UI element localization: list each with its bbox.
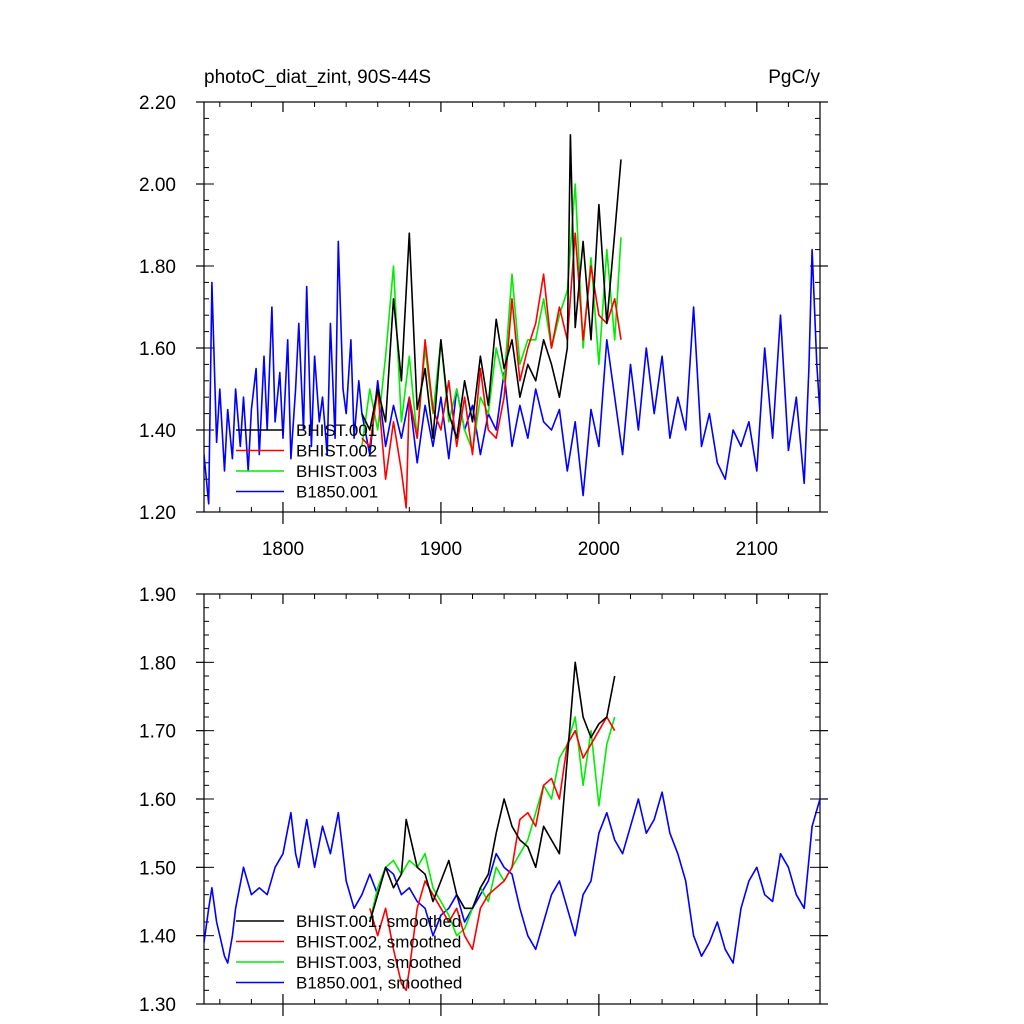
top-series-line-b1850-001 [204,240,820,505]
top-legend-label-bhist-001: BHIST.001 [296,421,377,440]
bottom-legend-label-bhist-002-smoothed: BHIST.002, smoothed [296,933,461,952]
bottom-y-tick-label: 1.40 [139,927,176,948]
bottom-y-tick-label: 1.30 [139,995,176,1016]
top-plot-title: photoC_diat_zint, 90S-44S [204,67,431,88]
top-series-line-bhist-001 [361,134,622,440]
top-series-group [204,134,820,509]
bottom-y-tick-label: 1.70 [139,722,176,743]
top-x-tick-label: 2100 [736,539,778,560]
bottom-legend-label-bhist-001-smoothed: BHIST.001, smoothed [296,912,461,931]
top-y-tick-label: 2.20 [139,93,176,114]
bottom-plot: 1.30 1.40 1.50 1.60 1.70 1.80 1.90 BHIST.001, s… [139,585,828,1016]
top-y-tick-label: 1.80 [139,257,176,278]
bottom-y-tick-label: 1.50 [139,858,176,879]
bottom-y-tick-label: 1.80 [139,653,176,674]
top-plot-units: PgC/y [768,67,820,88]
top-plot-frame [203,101,821,513]
bottom-y-tick-label: 1.60 [139,790,176,811]
top-legend-label-b1850-001: B1850.001 [296,483,378,502]
top-y-tick-label: 2.00 [139,175,176,196]
top-series-line-bhist-002 [361,232,622,509]
top-plot: photoC_diat_zint, 90S-44S PgC/y 1800 1900… [139,67,828,560]
top-x-tick-label: 2000 [578,539,620,560]
bottom-series-line-bhist-003-smoothed [369,716,616,937]
top-legend-label-bhist-003: BHIST.003 [296,462,377,481]
bottom-series-line-b1850-001-smoothed [204,791,820,964]
top-x-tick-label: 1900 [420,539,462,560]
bottom-series-line-bhist-001-smoothed [369,661,616,923]
bottom-series-line-bhist-002-smoothed [369,716,616,992]
top-legend-label-bhist-002: BHIST.002 [296,442,377,461]
bottom-legend-label-bhist-003-smoothed: BHIST.003, smoothed [296,953,461,972]
top-y-tick-label: 1.20 [139,503,176,524]
top-x-tick-label: 1800 [262,539,304,560]
top-y-tick-label: 1.60 [139,339,176,360]
bottom-y-tick-label: 1.90 [139,585,176,606]
bottom-series-group [204,661,820,992]
top-y-tick-label: 1.40 [139,421,176,442]
top-series-line-bhist-003 [361,183,622,452]
bottom-legend-label-b1850-001-smoothed: B1850.001, smoothed [296,974,462,993]
